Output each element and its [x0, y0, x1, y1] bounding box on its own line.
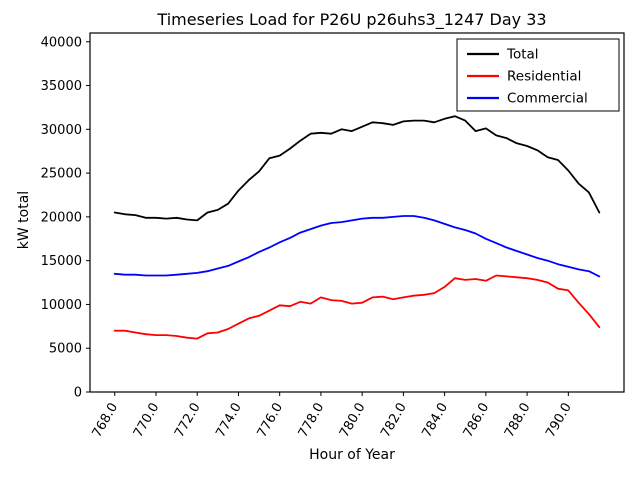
y-tick-label: 10000 [41, 298, 82, 313]
x-tick-label: 788.0 [502, 401, 534, 441]
y-tick-label: 40000 [41, 35, 82, 50]
x-tick-label: 768.0 [90, 401, 122, 441]
legend-label-total: Total [506, 47, 539, 63]
y-axis-label: kW total [16, 190, 32, 250]
y-tick-label: 0 [74, 386, 82, 401]
legend-label-commercial: Commercial [507, 91, 588, 107]
x-tick-label: 774.0 [213, 401, 245, 441]
series-line-residential [113, 274, 601, 340]
x-axis-label: Hour of Year [309, 447, 395, 463]
y-tick-label: 25000 [41, 167, 82, 182]
y-tick-label: 20000 [41, 210, 82, 225]
series-line-total [113, 115, 601, 222]
y-tick-label: 5000 [49, 342, 82, 357]
x-tick-label: 770.0 [131, 401, 163, 441]
chart-title: Timeseries Load for P26U p26uhs3_1247 Da… [157, 10, 547, 29]
y-tick-label: 15000 [41, 254, 82, 269]
axes-frame [89, 32, 625, 393]
x-tick-label: 784.0 [419, 401, 451, 441]
y-tick-label: 35000 [41, 79, 82, 94]
x-tick-label: 772.0 [172, 401, 204, 441]
series-line-commercial [113, 215, 601, 278]
x-tick-label: 782.0 [378, 401, 410, 441]
x-tick-label: 778.0 [296, 401, 328, 441]
x-tick-label: 786.0 [461, 400, 493, 440]
legend-label-residential: Residential [507, 69, 581, 85]
x-tick-label: 776.0 [255, 401, 287, 441]
x-tick-label: 790.0 [543, 401, 575, 441]
x-tick-label: 780.0 [337, 401, 369, 441]
y-tick-label: 30000 [41, 123, 82, 138]
